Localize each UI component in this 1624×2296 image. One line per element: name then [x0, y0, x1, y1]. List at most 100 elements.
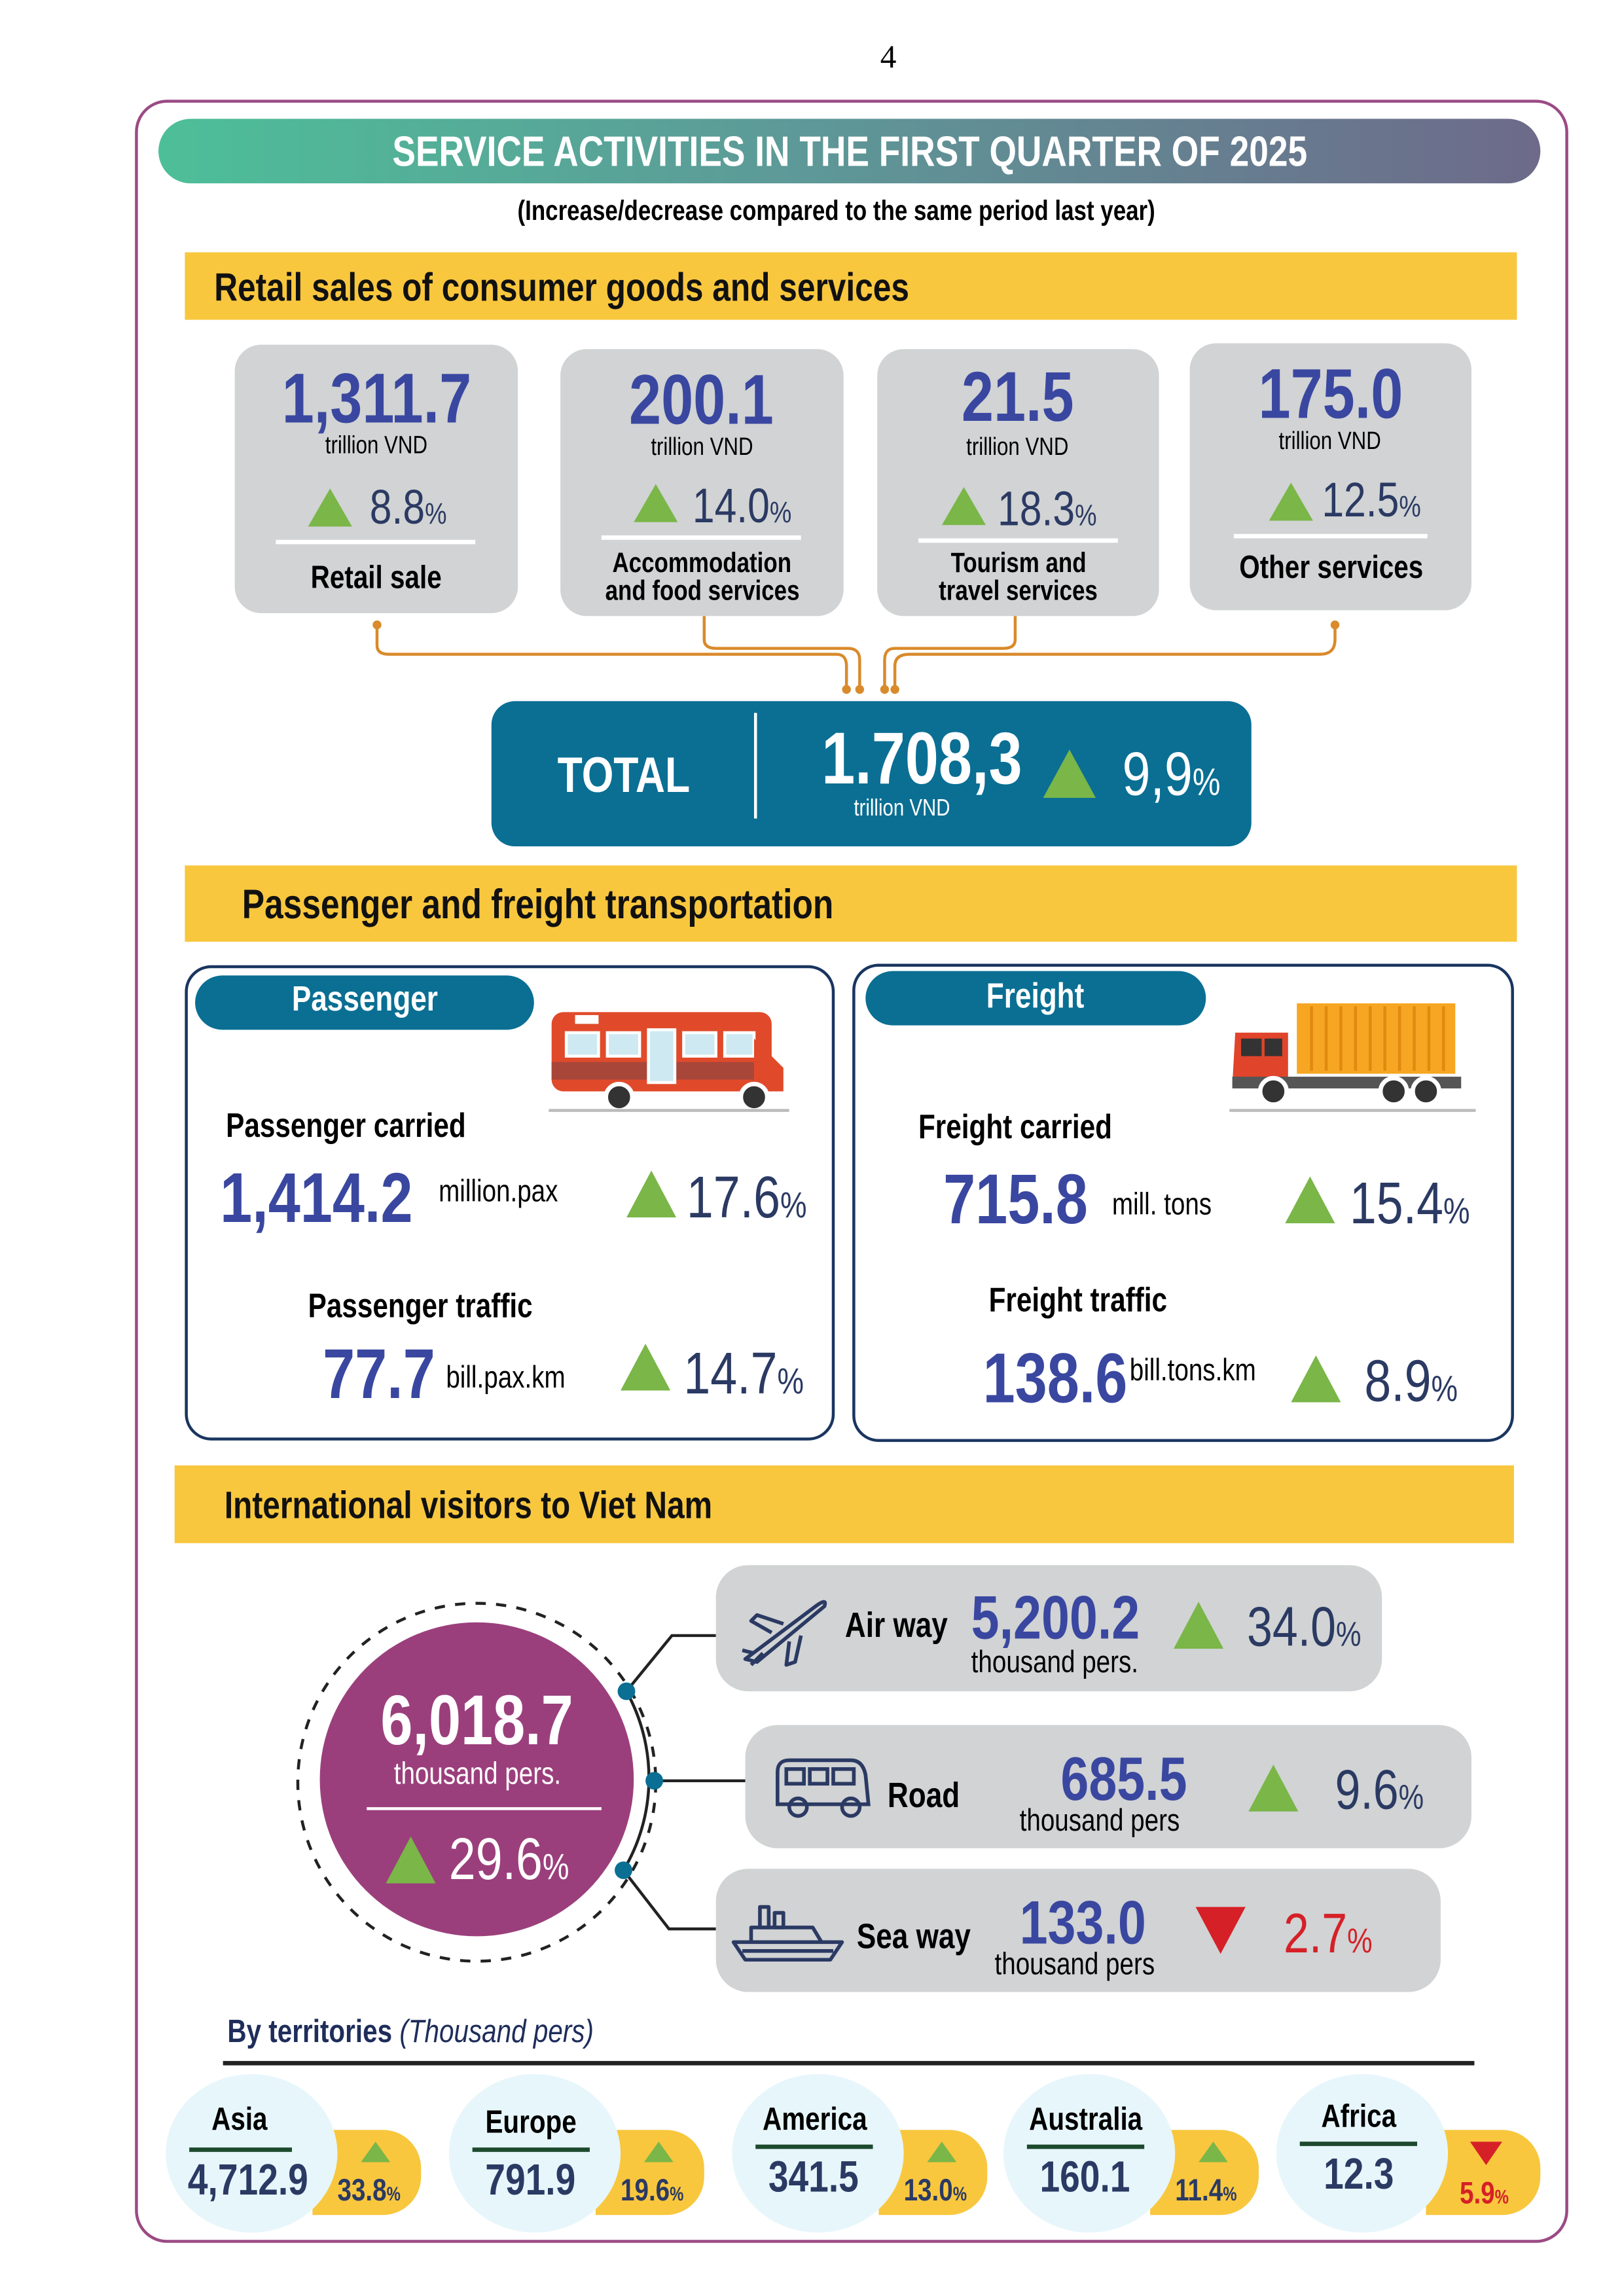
- card-unit: trillion VND: [1279, 427, 1382, 455]
- territory-name: Australia: [1028, 2100, 1143, 2138]
- mode-value: 685.5: [1060, 1744, 1187, 1814]
- mode-value: 133.0: [1019, 1888, 1146, 1957]
- divider: [601, 535, 801, 540]
- divider: [189, 2147, 292, 2152]
- title-bar: SERVICE ACTIVITIES IN THE FIRST QUARTER …: [158, 118, 1541, 184]
- passenger-traffic-unit: bill.pax.km: [446, 1361, 566, 1395]
- divider: [276, 539, 476, 545]
- card-change: 8.8%: [369, 479, 447, 534]
- total-box: TOTAL 1.708,3 trillion VND 9,9%: [491, 701, 1252, 847]
- card-label-line1: Accommodation: [612, 548, 792, 580]
- territory-value: 791.9: [486, 2156, 577, 2205]
- territory-circle: Africa 12.3: [1276, 2074, 1449, 2233]
- visitors-total-change: 29.6%: [448, 1827, 569, 1893]
- visitors-total-circle: 6,018.7 thousand pers. 29.6%: [319, 1622, 634, 1937]
- freight-traffic-label: Freight traffic: [988, 1280, 1167, 1319]
- divider: [367, 1807, 602, 1810]
- freight-carried-value: 715.8: [943, 1162, 1088, 1240]
- territories-heading: By territories (Thousand pers): [227, 2012, 594, 2049]
- territory-circle: Europe 791.9: [448, 2074, 621, 2233]
- arrow-up-icon: [1173, 1602, 1224, 1649]
- card-label-line2: and food services: [604, 576, 799, 607]
- mode-label: Road: [887, 1776, 960, 1816]
- freight-carried-unit: mill. tons: [1111, 1188, 1212, 1222]
- mode-label: Sea way: [856, 1917, 971, 1957]
- territory-name: Europe: [485, 2103, 577, 2140]
- passenger-carried-change: 17.6%: [686, 1166, 807, 1231]
- territory-circle: Asia 4,712.9: [166, 2074, 338, 2233]
- airway-box: Air way 5,200.2 thousand pers. 34.0%: [715, 1565, 1382, 1692]
- airplane-icon: [742, 1600, 827, 1667]
- divider: [1026, 2144, 1145, 2149]
- territory-change: 19.6%: [621, 2174, 684, 2208]
- subtitle: (Increase/decrease compared to the same …: [517, 196, 1155, 228]
- freight-traffic-change: 8.9%: [1364, 1349, 1458, 1414]
- arrow-up-icon: [386, 1836, 436, 1884]
- divider: [753, 713, 757, 819]
- road-box: Road 685.5 thousand pers 9.6%: [745, 1725, 1471, 1848]
- passenger-carried-label: Passenger carried: [226, 1105, 466, 1145]
- freight-traffic-unit: bill.tons.km: [1129, 1354, 1256, 1388]
- passenger-carried-value: 1,414.2: [220, 1160, 413, 1238]
- mode-change: 34.0%: [1247, 1597, 1362, 1659]
- freight-panel: [852, 963, 1514, 1443]
- mode-value: 5,200.2: [971, 1583, 1140, 1652]
- card-value: 1,311.7: [281, 361, 471, 439]
- card-unit: trillion VND: [967, 433, 1070, 461]
- arrow-up-icon: [1248, 1765, 1299, 1812]
- territory-change: 11.4%: [1175, 2174, 1237, 2208]
- arrow-down-icon: [1195, 1907, 1246, 1954]
- seaway-box: Sea way 133.0 thousand pers 2.7%: [715, 1869, 1441, 1992]
- card-value: 175.0: [1258, 356, 1403, 435]
- passenger-traffic-value: 77.7: [323, 1336, 435, 1414]
- card-value: 21.5: [962, 359, 1075, 437]
- bus-icon: [549, 1012, 789, 1113]
- freight-traffic-value: 138.6: [983, 1340, 1128, 1419]
- passenger-tab: Passenger: [195, 975, 534, 1030]
- card-other-services: 175.0 trillion VND 12.5% Other services: [1189, 343, 1471, 611]
- total-change: 9,9%: [1122, 739, 1221, 808]
- arrow-up-icon: [1043, 749, 1096, 798]
- card-accommodation: 200.1 trillion VND 14.0% Accommodation an…: [560, 349, 844, 617]
- card-label: Retail sale: [310, 558, 442, 596]
- card-unit: trillion VND: [651, 433, 753, 461]
- total-value: 1.708,3: [821, 717, 1022, 800]
- subtitle-wrap: (Increase/decrease compared to the same …: [0, 196, 1624, 228]
- divider: [918, 538, 1118, 543]
- card-retail-sale: 1,311.7 trillion VND 8.8% Retail sale: [234, 344, 518, 613]
- page-title: SERVICE ACTIVITIES IN THE FIRST QUARTER …: [391, 129, 1307, 176]
- card-change: 14.0%: [692, 478, 792, 533]
- territory-value: 341.5: [768, 2153, 859, 2202]
- freight-carried-label: Freight carried: [918, 1107, 1112, 1146]
- territory-change: 33.8%: [337, 2174, 401, 2208]
- mode-unit: thousand pers: [994, 1948, 1155, 1982]
- page-number: 4: [880, 38, 897, 75]
- card-label-line2: travel services: [939, 576, 1098, 607]
- territory-circle: America 341.5: [732, 2074, 904, 2233]
- mode-unit: thousand pers.: [971, 1645, 1139, 1680]
- territory-change: 5.9%: [1459, 2176, 1509, 2211]
- divider: [472, 2147, 590, 2152]
- total-label: TOTAL: [557, 748, 691, 804]
- visitors-total-value: 6,018.7: [380, 1682, 573, 1761]
- territory-change: 13.0%: [903, 2174, 967, 2208]
- truck-icon: [1229, 1003, 1476, 1112]
- visitors-heading: International visitors to Viet Nam: [224, 1482, 713, 1528]
- territory-value: 12.3: [1323, 2150, 1394, 2199]
- card-unit: trillion VND: [325, 431, 428, 459]
- connector-lines: [372, 616, 1340, 694]
- passenger-carried-unit: million.pax: [439, 1175, 558, 1209]
- territory-circle: Australia 160.1: [1003, 2074, 1176, 2233]
- retail-heading: Retail sales of consumer goods and servi…: [214, 265, 909, 310]
- total-unit: trillion VND: [854, 796, 950, 822]
- divider: [1299, 2142, 1417, 2146]
- transport-heading: Passenger and freight transportation: [242, 881, 834, 927]
- card-value: 200.1: [630, 362, 774, 440]
- territory-name: America: [762, 2100, 867, 2138]
- passenger-traffic-change: 14.7%: [683, 1342, 804, 1407]
- van-icon: [776, 1758, 871, 1818]
- visitors-connector-diagram: [296, 1602, 746, 1963]
- ship-icon: [731, 1905, 844, 1962]
- frame: [135, 99, 1568, 2243]
- freight-tab: Freight: [865, 971, 1206, 1026]
